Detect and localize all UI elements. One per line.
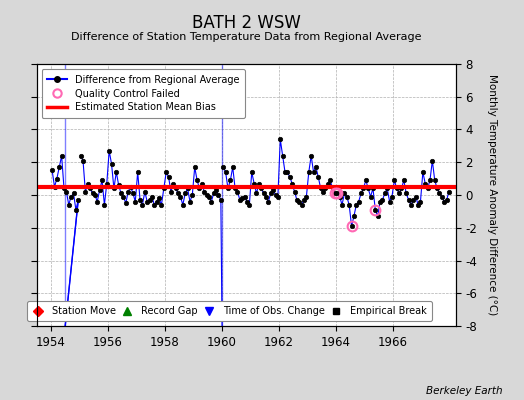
Text: BATH 2 WSW: BATH 2 WSW: [192, 14, 301, 32]
Text: Berkeley Earth: Berkeley Earth: [427, 386, 503, 396]
Legend: Station Move, Record Gap, Time of Obs. Change, Empirical Break: Station Move, Record Gap, Time of Obs. C…: [27, 302, 432, 321]
Y-axis label: Monthly Temperature Anomaly Difference (°C): Monthly Temperature Anomaly Difference (…: [487, 74, 497, 316]
Text: Difference of Station Temperature Data from Regional Average: Difference of Station Temperature Data f…: [71, 32, 421, 42]
